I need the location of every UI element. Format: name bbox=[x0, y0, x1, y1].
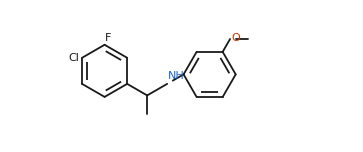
Text: O: O bbox=[231, 33, 240, 43]
Text: NH: NH bbox=[168, 71, 185, 81]
Text: F: F bbox=[105, 33, 111, 43]
Text: Cl: Cl bbox=[68, 53, 79, 63]
